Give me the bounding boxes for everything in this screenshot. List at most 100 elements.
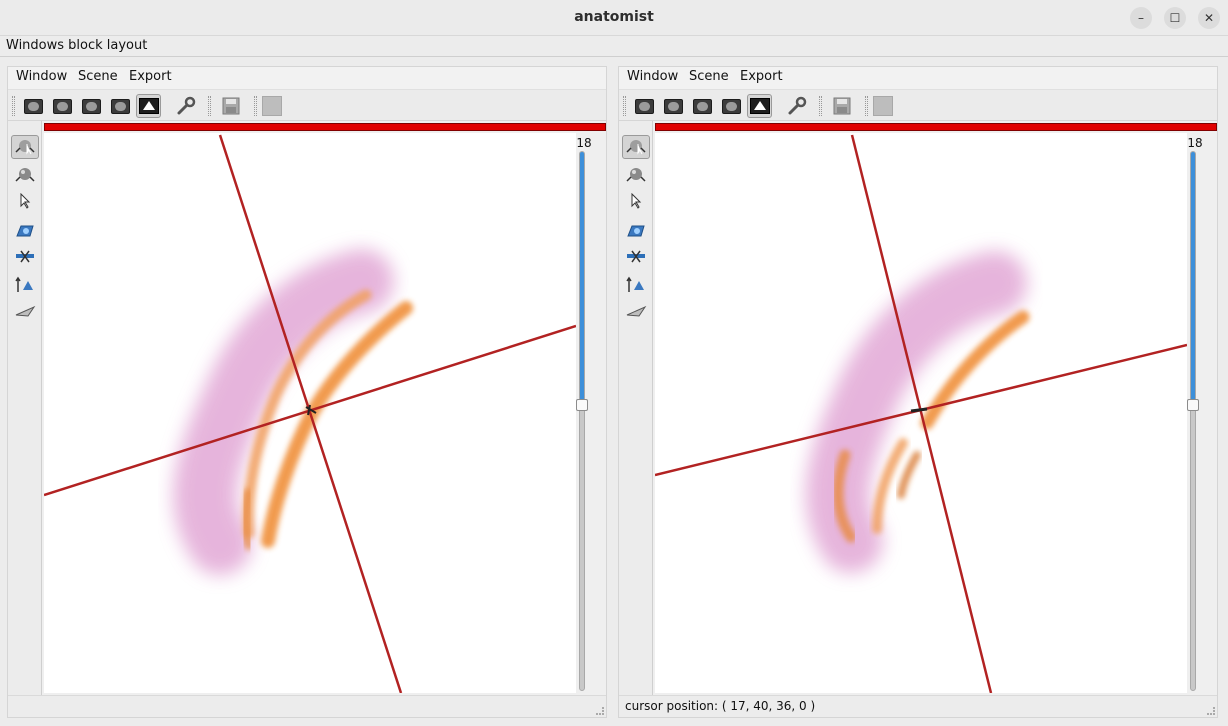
3d-view-icon xyxy=(749,98,770,114)
axial-view-button[interactable] xyxy=(21,94,46,118)
selection-arrow-icon xyxy=(631,193,642,209)
color-button[interactable] xyxy=(259,94,284,118)
3d-view-button[interactable] xyxy=(136,94,161,118)
toolbar xyxy=(619,89,1217,121)
layout-label: Windows block layout xyxy=(6,38,148,53)
coronal-view-icon xyxy=(664,98,683,114)
oblique-view-button[interactable] xyxy=(719,94,744,118)
color-button[interactable] xyxy=(870,94,895,118)
axial-view-button[interactable] xyxy=(632,94,657,118)
tract-bundle-outer xyxy=(920,310,1030,430)
tract-bundle-lower xyxy=(240,488,254,550)
toolbar-grip[interactable] xyxy=(12,96,15,116)
cut-plane-button[interactable] xyxy=(622,245,650,269)
cut-plane-button[interactable] xyxy=(11,245,39,269)
transform-icon xyxy=(15,276,33,292)
wrench-button[interactable] xyxy=(173,94,198,118)
close-button[interactable]: ✕ xyxy=(1198,7,1220,29)
selection-button[interactable] xyxy=(11,189,39,213)
window-title: anatomist xyxy=(574,9,654,25)
view-window-left: Window Scene Export xyxy=(7,66,607,718)
volume-render-icon xyxy=(16,225,34,237)
menu-scene[interactable]: Scene xyxy=(78,69,118,84)
cursor-line-a xyxy=(850,134,993,693)
volume-render-icon xyxy=(627,225,645,237)
save-icon xyxy=(222,97,239,115)
3d-view-icon xyxy=(138,98,159,114)
sagittal-view-button[interactable] xyxy=(79,94,104,118)
wrench-icon xyxy=(177,96,195,115)
default-control-button[interactable] xyxy=(11,135,39,159)
tract-bundle-mid xyxy=(897,451,921,499)
axial-view-icon xyxy=(635,98,654,114)
color-square-icon xyxy=(872,96,893,116)
size-grip[interactable] xyxy=(596,707,604,715)
flight-button[interactable] xyxy=(622,299,650,323)
save-button[interactable] xyxy=(218,94,243,118)
sagittal-view-button[interactable] xyxy=(690,94,715,118)
3d-viewport[interactable] xyxy=(44,133,576,693)
selection-button[interactable] xyxy=(622,189,650,213)
maximize-icon: ☐ xyxy=(1169,11,1181,25)
default-control-icon xyxy=(626,140,646,155)
sagittal-view-icon xyxy=(693,98,712,114)
toolbar-grip[interactable] xyxy=(865,96,868,116)
toolbar-grip[interactable] xyxy=(623,96,626,116)
coronal-view-button[interactable] xyxy=(661,94,686,118)
menu-bar: Window Scene Export xyxy=(8,67,606,89)
coronal-view-button[interactable] xyxy=(50,94,75,118)
transform-button[interactable] xyxy=(11,273,39,297)
menu-bar: Window Scene Export xyxy=(619,67,1217,89)
menu-export[interactable]: Export xyxy=(740,69,783,84)
color-square-icon xyxy=(261,96,282,116)
slice-slider[interactable] xyxy=(1190,151,1196,691)
cursor-line-a xyxy=(218,134,403,693)
tract-halo xyxy=(173,249,394,575)
wrench-button[interactable] xyxy=(784,94,809,118)
minimize-button[interactable]: – xyxy=(1130,7,1152,29)
menu-window[interactable]: Window xyxy=(16,69,68,84)
oblique-view-button[interactable] xyxy=(108,94,133,118)
cut-plane-icon xyxy=(16,250,34,263)
transform-button[interactable] xyxy=(622,273,650,297)
palette-bar xyxy=(44,123,606,131)
tract-bundle-inner xyxy=(261,301,413,548)
maximize-button[interactable]: ☐ xyxy=(1164,7,1186,29)
volume-render-button[interactable] xyxy=(622,219,650,243)
menu-export[interactable]: Export xyxy=(129,69,172,84)
menu-scene[interactable]: Scene xyxy=(689,69,729,84)
cursor-cross xyxy=(910,407,928,413)
palette-bar xyxy=(655,123,1217,131)
toolbar-grip[interactable] xyxy=(819,96,822,116)
size-grip[interactable] xyxy=(1207,707,1215,715)
default-control-icon xyxy=(15,140,35,155)
save-button[interactable] xyxy=(829,94,854,118)
control-toolbar xyxy=(8,121,42,695)
slice-slider[interactable] xyxy=(579,151,585,691)
cursor-cross xyxy=(305,404,317,416)
coronal-view-icon xyxy=(53,98,72,114)
3d-view-button[interactable] xyxy=(747,94,772,118)
default-control-button[interactable] xyxy=(622,135,650,159)
minimize-icon: – xyxy=(1138,11,1144,25)
volume-render xyxy=(44,134,576,693)
title-bar: anatomist – ☐ ✕ xyxy=(0,0,1228,36)
flight-button[interactable] xyxy=(11,299,39,323)
selection-arrow-icon xyxy=(20,193,31,209)
toolbar-grip[interactable] xyxy=(208,96,211,116)
3d-viewport[interactable] xyxy=(655,133,1187,693)
slider-handle[interactable] xyxy=(576,399,588,411)
toolbar-grip[interactable] xyxy=(254,96,257,116)
menu-window[interactable]: Window xyxy=(627,69,679,84)
control-toolbar xyxy=(619,121,653,695)
trackball-button[interactable] xyxy=(11,163,39,187)
volume-render xyxy=(655,134,1187,693)
trackball-button[interactable] xyxy=(622,163,650,187)
trackball-icon xyxy=(626,168,646,182)
slider-handle[interactable] xyxy=(1187,399,1199,411)
trackball-icon xyxy=(15,168,35,182)
tract-bundle-inner xyxy=(872,438,908,534)
volume-render-button[interactable] xyxy=(11,219,39,243)
save-icon xyxy=(833,97,850,115)
slider-fill xyxy=(580,152,584,406)
